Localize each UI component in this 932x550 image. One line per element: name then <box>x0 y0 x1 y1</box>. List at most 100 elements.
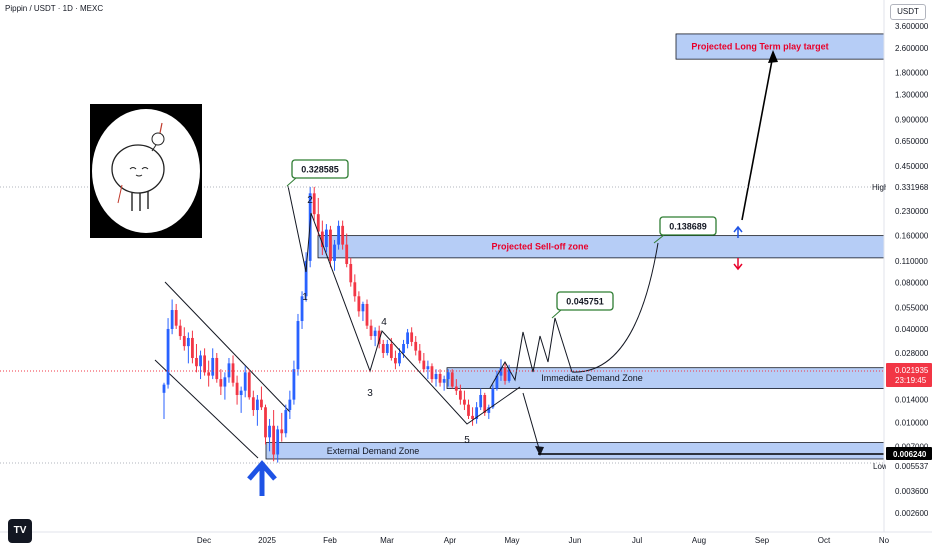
candle-body <box>316 214 320 232</box>
callout-box <box>659 216 717 236</box>
y-tick-label: 0.040000 <box>895 325 929 334</box>
zones: Projected Long Term play target Projected… <box>265 33 885 460</box>
x-tick-label: Sep <box>755 536 770 545</box>
y-tick-label: 0.028000 <box>895 349 929 358</box>
candle-body <box>495 375 499 389</box>
candle-body <box>402 343 405 353</box>
currency-tag[interactable]: USDT <box>890 4 926 20</box>
high-marker-label: High <box>872 183 888 192</box>
x-tick-label: May <box>504 536 519 545</box>
candle-body <box>483 395 487 413</box>
callouts: 0.328585 0.138689 0.045751 <box>286 159 717 319</box>
wave-drawings <box>0 50 884 496</box>
candle-body <box>377 330 381 344</box>
candle-body <box>325 229 328 248</box>
candle-body <box>345 244 349 264</box>
y-tick-label: 1.300000 <box>895 91 929 100</box>
candle-body <box>353 282 357 297</box>
zone-label: External Demand Zone <box>327 446 420 456</box>
candle-body <box>333 244 336 261</box>
y-tick-label: 2.600000 <box>895 44 929 53</box>
candle-body <box>235 382 239 396</box>
y-tick-label: 3.600000 <box>895 22 929 31</box>
callout-box <box>556 291 614 311</box>
tradingview-logo[interactable]: TV <box>8 519 32 543</box>
big-up-arrow-icon <box>247 460 277 496</box>
x-tick-label: Jun <box>569 536 582 545</box>
candle-body <box>454 386 458 391</box>
x-tick-label: Feb <box>323 536 337 545</box>
candle-body <box>288 399 292 411</box>
candle-body <box>170 310 174 329</box>
candle-body <box>186 337 190 347</box>
logo-circle <box>92 109 200 233</box>
zone-box <box>675 33 885 60</box>
candle-body <box>357 296 361 312</box>
candle-body <box>312 193 316 215</box>
low-marker-label: Low <box>873 462 888 471</box>
candle-body <box>280 429 284 434</box>
candle-body <box>381 343 385 353</box>
candle-body <box>264 407 267 438</box>
x-tick-label: Mar <box>380 536 394 545</box>
candle-body <box>191 337 194 358</box>
forecast-curve <box>571 242 659 373</box>
candle-body <box>337 225 340 245</box>
y-tick-label: 0.002600 <box>895 509 929 518</box>
candles <box>162 186 511 463</box>
callout-pointer <box>551 309 562 319</box>
candle-body <box>199 355 202 367</box>
candle-body <box>450 372 454 387</box>
candle-body <box>260 399 263 408</box>
candle-body <box>251 397 255 411</box>
y-tick-label: 0.003600 <box>895 487 929 496</box>
candle-body <box>215 357 219 380</box>
candle-body <box>231 363 235 383</box>
x-tick-label: Apr <box>444 536 457 545</box>
callout-pointer <box>653 234 665 244</box>
highlight-price-tag <box>886 447 932 460</box>
candle-body <box>255 399 259 411</box>
candle-body <box>471 415 474 420</box>
highlight-price-value: 0.006240 <box>893 450 927 459</box>
callout-pointer <box>286 177 297 187</box>
x-tick-label: Oct <box>818 536 831 545</box>
symbol-title[interactable]: Pippin / USDT · 1D · MEXC <box>5 4 104 13</box>
time-axis[interactable]: Dec 2025 Feb Mar Apr May Jun Jul Aug Sep Oct No <box>0 531 932 545</box>
candle-body <box>349 263 353 283</box>
candle-body <box>418 350 422 361</box>
wave-label: 5 <box>464 435 470 446</box>
x-tick-label: Jul <box>632 536 642 545</box>
y-tick-label: 0.110000 <box>895 257 928 266</box>
callout-box <box>291 159 349 179</box>
candle-body <box>507 369 511 381</box>
candle-body <box>479 395 483 408</box>
x-tick-label: Aug <box>692 536 706 545</box>
low-marker-bg <box>886 460 932 472</box>
small-up-arrow-icon <box>733 225 743 238</box>
wave-label: 2 <box>307 195 313 206</box>
zone-label: Projected Long Term play target <box>691 42 828 52</box>
candle-body <box>467 404 470 416</box>
candle-body <box>174 310 178 326</box>
candle-body <box>446 372 450 380</box>
candle-body <box>239 390 243 396</box>
candle-body <box>247 372 251 398</box>
candle-body <box>268 425 271 438</box>
breakdown-arrowhead <box>535 446 544 456</box>
low-marker-value: 0.005537 <box>895 462 929 471</box>
candle-body <box>394 357 397 364</box>
y-tick-label: 0.900000 <box>895 115 929 124</box>
zone-label: Immediate Demand Zone <box>541 373 643 383</box>
candle-body <box>434 373 438 380</box>
candle-body <box>223 377 227 387</box>
price-axis[interactable]: 3.600000 2.600000 1.800000 1.300000 0.900000… <box>883 0 929 532</box>
candle-body <box>458 390 462 400</box>
y-tick-label: 0.230000 <box>895 207 929 216</box>
candle-body <box>503 367 507 381</box>
y-tick-label: 0.080000 <box>895 278 929 287</box>
callout-label: 0.045751 <box>566 297 604 307</box>
candle-body <box>227 363 231 378</box>
pippin-logo <box>90 104 202 238</box>
